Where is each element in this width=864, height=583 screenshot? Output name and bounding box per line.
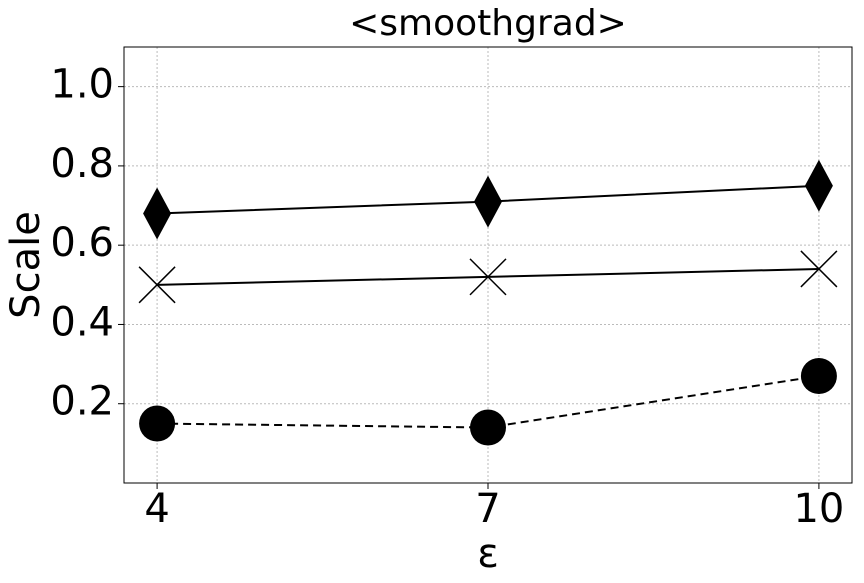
- marker-diamond: [474, 175, 502, 228]
- marker-circle: [139, 405, 176, 442]
- marker-diamond: [804, 159, 833, 212]
- y-tick-label: 1.0: [50, 62, 114, 108]
- marker-circle: [800, 357, 837, 394]
- y-tick-label: 0.4: [50, 299, 114, 345]
- y-tick-label: 0.8: [50, 141, 114, 187]
- x-tick-label: 4: [144, 486, 169, 532]
- y-tick-label: 0.6: [50, 220, 114, 266]
- marker-circle: [470, 409, 506, 446]
- plot-frame: [123, 46, 853, 484]
- y-tick-label: 0.2: [50, 379, 114, 425]
- marker-x: [138, 266, 176, 304]
- x-axis-label: ε: [477, 531, 499, 577]
- x-tick-label: 10: [793, 486, 844, 532]
- x-tick-label: 7: [475, 486, 500, 532]
- marker-diamond: [143, 187, 172, 240]
- chart-title: <smoothgrad>: [349, 3, 627, 44]
- marker-x: [469, 258, 507, 296]
- marker-x: [800, 250, 838, 288]
- y-axis-label: Scale: [3, 211, 49, 319]
